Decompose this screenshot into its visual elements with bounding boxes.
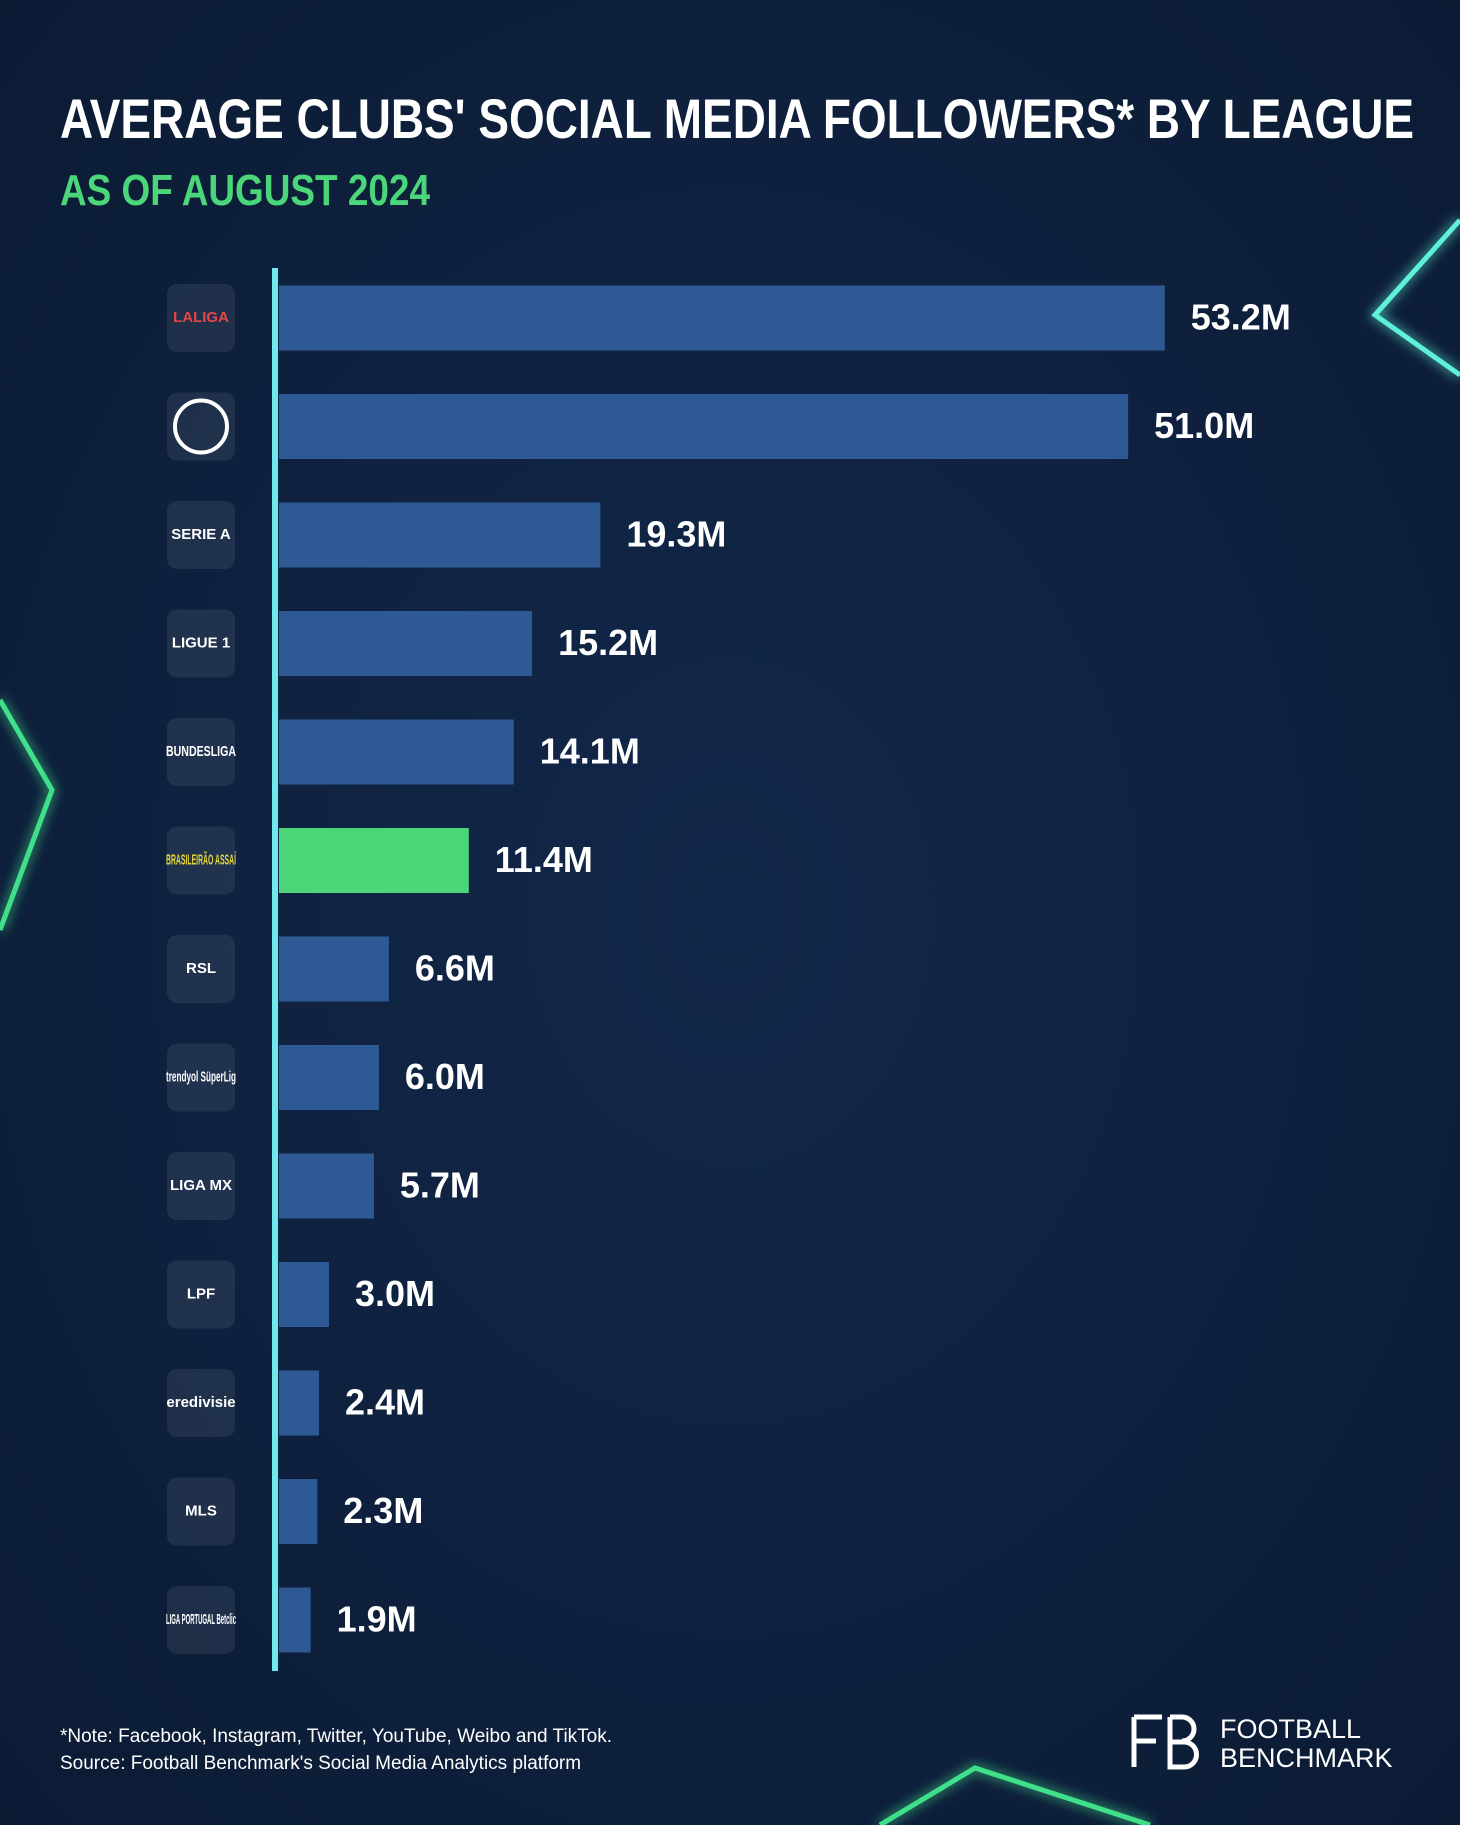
league-logo	[173, 398, 229, 455]
value-label: 53.2M	[1191, 297, 1291, 338]
league-logo	[167, 935, 235, 1003]
bar	[279, 828, 469, 893]
league-logo	[167, 1586, 235, 1654]
league-logo	[167, 392, 235, 461]
bar	[279, 394, 1129, 459]
league-logo-text: RSL	[186, 960, 216, 977]
value-label: 1.9M	[337, 1599, 417, 1640]
league-logo	[167, 284, 235, 352]
bar	[279, 611, 533, 676]
footnote: *Note: Facebook, Instagram, Twitter, You…	[60, 1726, 612, 1747]
value-label: 6.6M	[415, 948, 495, 989]
bar	[279, 502, 601, 568]
value-label: 51.0M	[1154, 405, 1254, 446]
league-logo	[167, 1369, 235, 1437]
league-logo-text: LALIGA	[173, 309, 229, 326]
chart-subtitle: AS OF AUGUST 2024	[60, 166, 430, 215]
bar	[279, 1370, 319, 1436]
brand-icon	[1131, 1714, 1199, 1770]
brand-text: BENCHMARK	[1220, 1743, 1393, 1773]
league-logo	[167, 826, 235, 895]
value-label: 6.0M	[405, 1056, 485, 1097]
brand-logo: FOOTBALL BENCHMARK	[1131, 1714, 1393, 1773]
league-logo-text: eredivisie	[166, 1394, 235, 1411]
value-label: 11.4M	[495, 839, 593, 880]
value-label: 5.7M	[400, 1165, 480, 1206]
league-logo	[167, 501, 235, 569]
bar	[279, 1262, 329, 1327]
bar	[279, 285, 1165, 351]
bar	[279, 1479, 318, 1544]
value-label: 2.3M	[343, 1490, 423, 1531]
league-logo	[167, 718, 235, 786]
league-logo	[167, 1477, 235, 1546]
bar	[279, 1153, 374, 1219]
brand-text: FOOTBALL	[1220, 1714, 1361, 1744]
bar	[279, 936, 389, 1002]
value-label: 14.1M	[540, 731, 640, 772]
chart-title: AVERAGE CLUBS' SOCIAL MEDIA FOLLOWERS* B…	[60, 87, 1414, 150]
value-label: 3.0M	[355, 1273, 435, 1314]
league-logo-text: LIGUE 1	[172, 634, 230, 651]
league-logo-text: LPF	[187, 1285, 215, 1302]
league-logo-text: SERIE A	[171, 526, 231, 543]
bar	[279, 719, 514, 785]
league-logo-text: MLS	[185, 1502, 217, 1519]
value-label: 15.2M	[558, 622, 658, 663]
bar	[279, 1587, 311, 1653]
value-label: 2.4M	[345, 1382, 425, 1423]
league-logo-text: BRASILEIRÃO ASSAÍ	[166, 850, 236, 868]
league-logo	[167, 609, 235, 678]
league-logo-text: trendyol SüperLig	[166, 1068, 236, 1085]
league-logo	[167, 1043, 235, 1112]
source: Source: Football Benchmark's Social Medi…	[60, 1753, 581, 1774]
bar	[279, 1045, 379, 1110]
league-logo	[167, 1152, 235, 1220]
league-logo-text: LIGA PORTUGAL Betclic	[166, 1611, 236, 1628]
league-logo-text: BUNDESLIGA	[166, 743, 236, 760]
league-logo	[167, 1260, 235, 1329]
decor-lines	[0, 218, 1460, 1825]
league-logo-text: LIGA MX	[170, 1177, 232, 1194]
value-label: 19.3M	[626, 514, 726, 555]
